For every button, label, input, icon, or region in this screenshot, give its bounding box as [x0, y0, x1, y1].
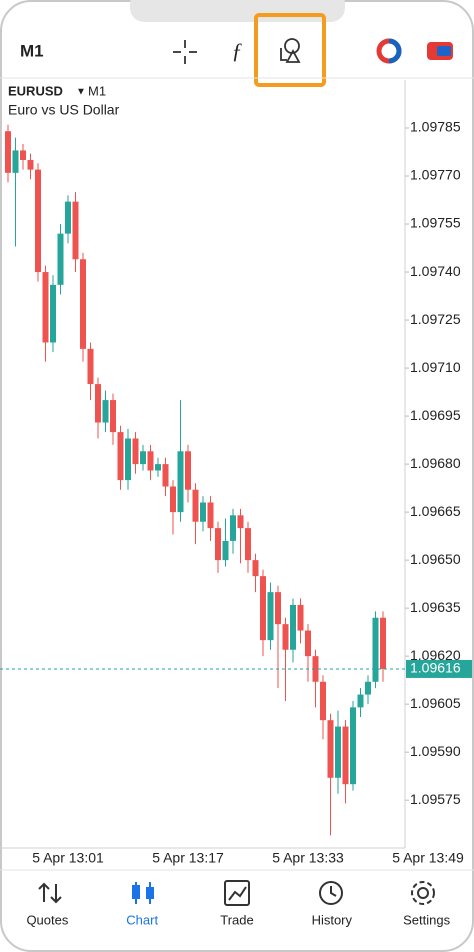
candle-body [87, 348, 94, 385]
x-tick-label: 5 Apr 13:49 [392, 850, 464, 866]
candle-body [132, 438, 139, 465]
tab[interactable]: Settings [403, 912, 450, 927]
candle-body [102, 400, 109, 423]
period: M1 [88, 83, 106, 98]
notch [130, 0, 345, 22]
candle-body [125, 438, 131, 481]
candle-body [237, 515, 244, 529]
candle-body [350, 707, 356, 785]
candle-body [35, 169, 41, 273]
y-tick-label: 1.09635 [410, 599, 461, 615]
candle-body [282, 624, 289, 650]
y-tick-label: 1.09620 [410, 647, 461, 663]
candle-body [275, 592, 281, 625]
candle-body [215, 528, 221, 561]
candle-body [65, 201, 71, 234]
y-tick-label: 1.09725 [410, 311, 461, 327]
crosshair-icon[interactable] [173, 40, 197, 64]
y-tick-label: 1.09755 [410, 215, 461, 231]
candle-body [200, 502, 206, 522]
candle-body [170, 486, 176, 513]
candle-body [177, 451, 184, 513]
candle-body [260, 576, 266, 641]
timeframe-button[interactable]: M1 [20, 41, 44, 60]
y-tick-label: 1.09785 [410, 119, 461, 135]
candle-body [312, 656, 319, 682]
candle-body [162, 464, 169, 487]
candle-body [12, 150, 19, 173]
candle-body [27, 160, 34, 170]
candle-body [380, 617, 386, 669]
candle-body [342, 726, 349, 785]
candle-body [50, 284, 56, 343]
candle-body [207, 502, 214, 529]
candle-body [357, 694, 364, 708]
current-price-box [406, 659, 472, 678]
current-price-label: 1.09616 [410, 660, 461, 676]
candle-body [57, 233, 64, 285]
candle-body [372, 617, 379, 682]
y-tick-label: 1.09680 [410, 455, 461, 471]
y-tick-label: 1.09590 [410, 743, 461, 759]
indicators-icon[interactable]: ƒ [232, 38, 243, 63]
symbol-dropdown[interactable]: ▼ [76, 87, 86, 98]
candle-body [5, 131, 11, 173]
tab-label: Chart [126, 912, 158, 927]
symbol: EURUSD [8, 83, 63, 98]
tab-label: Trade [220, 912, 253, 927]
candle-body [185, 451, 191, 490]
x-tick-label: 5 Apr 13:01 [32, 850, 104, 866]
candle-body [335, 726, 341, 778]
candle-body [117, 432, 124, 481]
tab[interactable]: History [312, 912, 353, 927]
candle-body [267, 592, 274, 641]
objects-icon[interactable] [280, 38, 301, 63]
y-tick-label: 1.09575 [410, 791, 461, 807]
tab[interactable]: Quotes [26, 912, 68, 927]
candle-body [72, 201, 79, 260]
candle-body [320, 681, 326, 721]
y-tick-label: 1.09710 [410, 359, 461, 375]
y-tick-label: 1.09650 [410, 551, 461, 567]
candle-body [327, 720, 334, 778]
candle-body [230, 515, 236, 541]
candle-body [95, 384, 101, 423]
candle-body [110, 400, 116, 433]
account-icon[interactable] [376, 38, 402, 64]
y-tick-label: 1.09740 [410, 263, 461, 279]
y-tick-label: 1.09695 [410, 407, 461, 423]
candle-body [140, 451, 146, 465]
subtitle: Euro vs US Dollar [8, 102, 120, 118]
candle-body [305, 630, 311, 657]
trade-icon[interactable] [427, 42, 453, 60]
y-tick-label: 1.09770 [410, 167, 461, 183]
x-tick-label: 5 Apr 13:33 [272, 850, 344, 866]
candle-body [155, 464, 161, 471]
tab[interactable]: Chart [126, 912, 158, 927]
candle-body [290, 604, 296, 650]
tab-label: History [312, 912, 353, 927]
y-tick-label: 1.09665 [410, 503, 461, 519]
candle-body [42, 272, 49, 343]
tab[interactable]: Trade [220, 912, 253, 927]
candle-body [20, 150, 26, 161]
highlight-box [254, 13, 326, 87]
candle-body [222, 540, 229, 561]
candle-body [80, 259, 86, 349]
tab-label: Settings [403, 912, 450, 927]
tab-icons [38, 880, 435, 906]
plot: 1.09785 1.09770 1.09755 1.09740 1.09725 1.097… [0, 119, 472, 866]
x-tick-label: 5 Apr 13:17 [152, 850, 224, 866]
candle-body [192, 489, 199, 522]
candle-body [297, 604, 304, 631]
candle-body [365, 681, 371, 695]
y-tick-label: 1.09605 [410, 695, 461, 711]
tab-label: Quotes [26, 912, 68, 927]
candle-body [147, 451, 154, 471]
candle-body [245, 528, 251, 561]
candle-body [252, 560, 259, 577]
